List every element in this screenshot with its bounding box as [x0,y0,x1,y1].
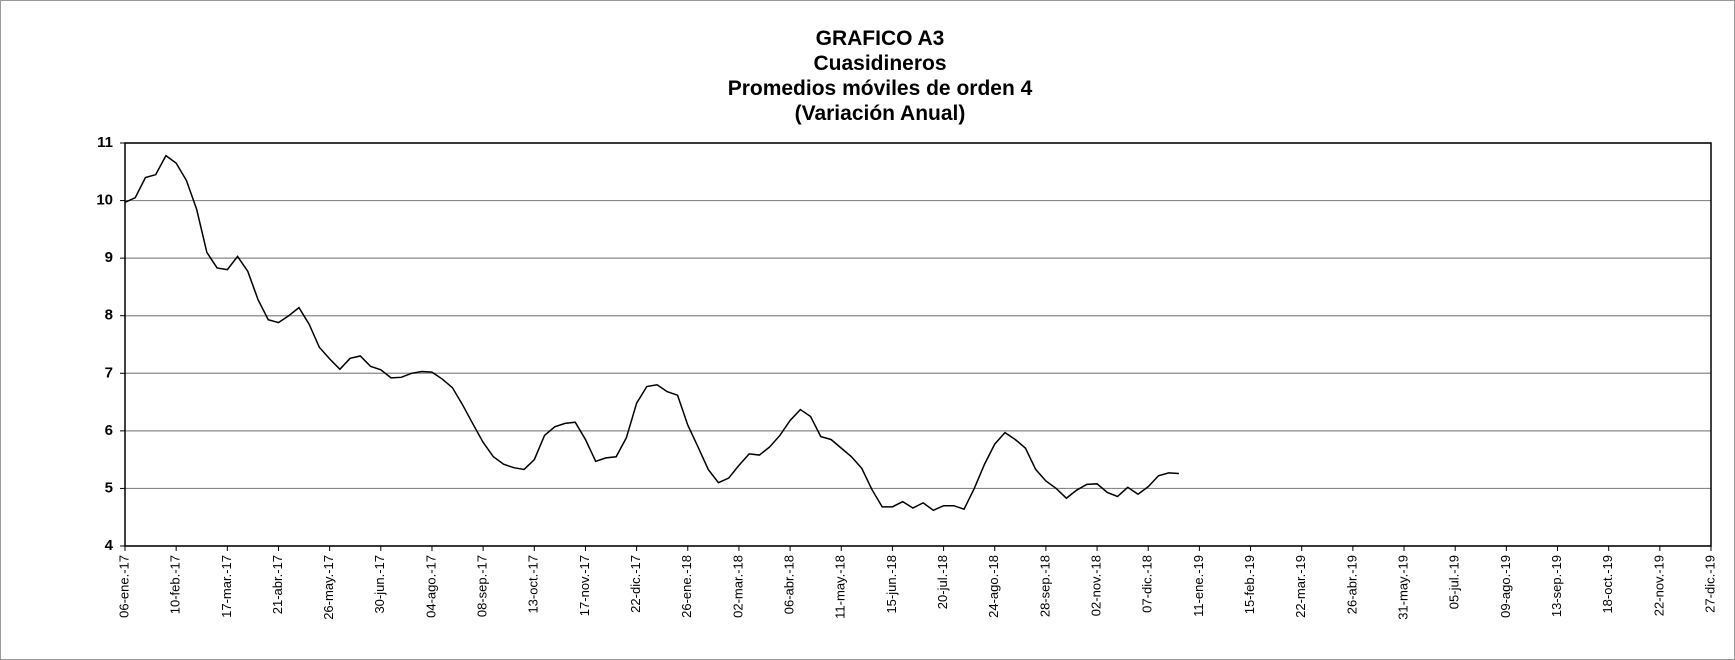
x-tick-label: 15-jun.-18 [884,555,899,614]
plot-frame [124,142,1712,547]
x-tick-label: 22-mar.-19 [1293,555,1308,618]
x-tick-label: 31-may.-19 [1395,555,1410,620]
x-tick-label: 26-may.-17 [321,555,336,620]
y-tick-label: 4 [105,537,114,554]
x-tick-label: 05-jul.-19 [1447,555,1462,609]
x-tick-label: 18-oct.-19 [1600,555,1615,614]
x-tick-label: 11-may.-18 [833,555,848,619]
x-tick-label: 13-sep.-19 [1549,555,1564,617]
x-tick-label: 17-nov.-17 [577,555,592,616]
x-tick-label: 06-abr.-18 [782,555,797,614]
y-tick-label: 11 [97,134,113,151]
y-tick-label: 10 [96,192,113,209]
x-tick-label: 09-ago.-19 [1498,555,1513,618]
x-tick-label: 10-feb.-17 [168,555,183,614]
x-tick-label: 13-oct.-17 [526,555,541,614]
y-tick-label: 6 [105,422,113,439]
x-tick-label: 22-dic.-17 [628,555,643,613]
x-tick-label: 26-ene.-18 [679,555,694,618]
x-tick-label: 20-jul.-18 [935,555,950,609]
x-tick-label: 15-feb.-19 [1242,555,1257,614]
x-tick-label: 04-ago.-17 [423,555,438,618]
x-tick-label: 17-mar.-17 [219,555,234,618]
x-tick-label: 07-dic.-18 [1140,555,1155,613]
x-tick-label: 30-jun.-17 [372,555,387,614]
y-tick-label: 9 [105,249,113,266]
y-tick-label: 7 [105,364,113,381]
x-tick-label: 21-abr.-17 [270,555,285,614]
x-tick-label: 02-nov.-18 [1089,555,1104,616]
y-tick-label: 8 [105,307,113,324]
x-tick-label: 08-sep.-17 [475,555,490,617]
x-tick-label: 27-dic.-19 [1702,555,1717,613]
data-line [124,154,1179,512]
chart-title: (Variación Anual) [795,102,966,125]
x-tick-label: 22-nov.-19 [1651,555,1666,616]
x-tick-label: 28-sep.-18 [1037,555,1052,617]
chart-title: GRAFICO A3 [816,27,945,50]
chart-title: Promedios móviles de orden 4 [728,77,1033,100]
x-tick-label: 26-abr.-19 [1344,555,1359,614]
y-tick-label: 5 [105,479,113,496]
x-tick-label: 06-ene.-17 [116,555,131,618]
chart-title: Cuasidineros [813,52,946,75]
x-tick-label: 02-mar.-18 [730,555,745,618]
x-tick-label: 11-ene.-19 [1191,555,1206,617]
x-tick-label: 24-ago.-18 [986,555,1001,618]
